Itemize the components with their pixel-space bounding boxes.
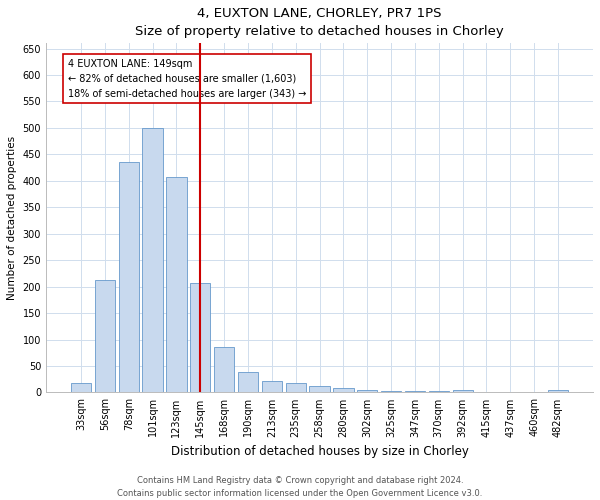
Bar bbox=[166, 177, 187, 392]
Bar bbox=[452, 390, 473, 392]
Bar bbox=[405, 391, 425, 392]
Bar bbox=[286, 383, 306, 392]
Bar bbox=[190, 283, 211, 393]
X-axis label: Distribution of detached houses by size in Chorley: Distribution of detached houses by size … bbox=[170, 445, 469, 458]
Bar bbox=[548, 390, 568, 392]
Bar bbox=[238, 372, 258, 392]
Text: Contains HM Land Registry data © Crown copyright and database right 2024.
Contai: Contains HM Land Registry data © Crown c… bbox=[118, 476, 482, 498]
Bar bbox=[357, 390, 377, 392]
Bar bbox=[142, 128, 163, 392]
Bar bbox=[95, 280, 115, 392]
Bar bbox=[310, 386, 329, 392]
Y-axis label: Number of detached properties: Number of detached properties bbox=[7, 136, 17, 300]
Title: 4, EUXTON LANE, CHORLEY, PR7 1PS
Size of property relative to detached houses in: 4, EUXTON LANE, CHORLEY, PR7 1PS Size of… bbox=[135, 7, 504, 38]
Text: 4 EUXTON LANE: 149sqm
← 82% of detached houses are smaller (1,603)
18% of semi-d: 4 EUXTON LANE: 149sqm ← 82% of detached … bbox=[68, 59, 306, 98]
Bar bbox=[262, 381, 282, 392]
Bar bbox=[381, 391, 401, 392]
Bar bbox=[333, 388, 353, 392]
Bar bbox=[214, 347, 234, 393]
Bar bbox=[119, 162, 139, 392]
Bar bbox=[71, 383, 91, 392]
